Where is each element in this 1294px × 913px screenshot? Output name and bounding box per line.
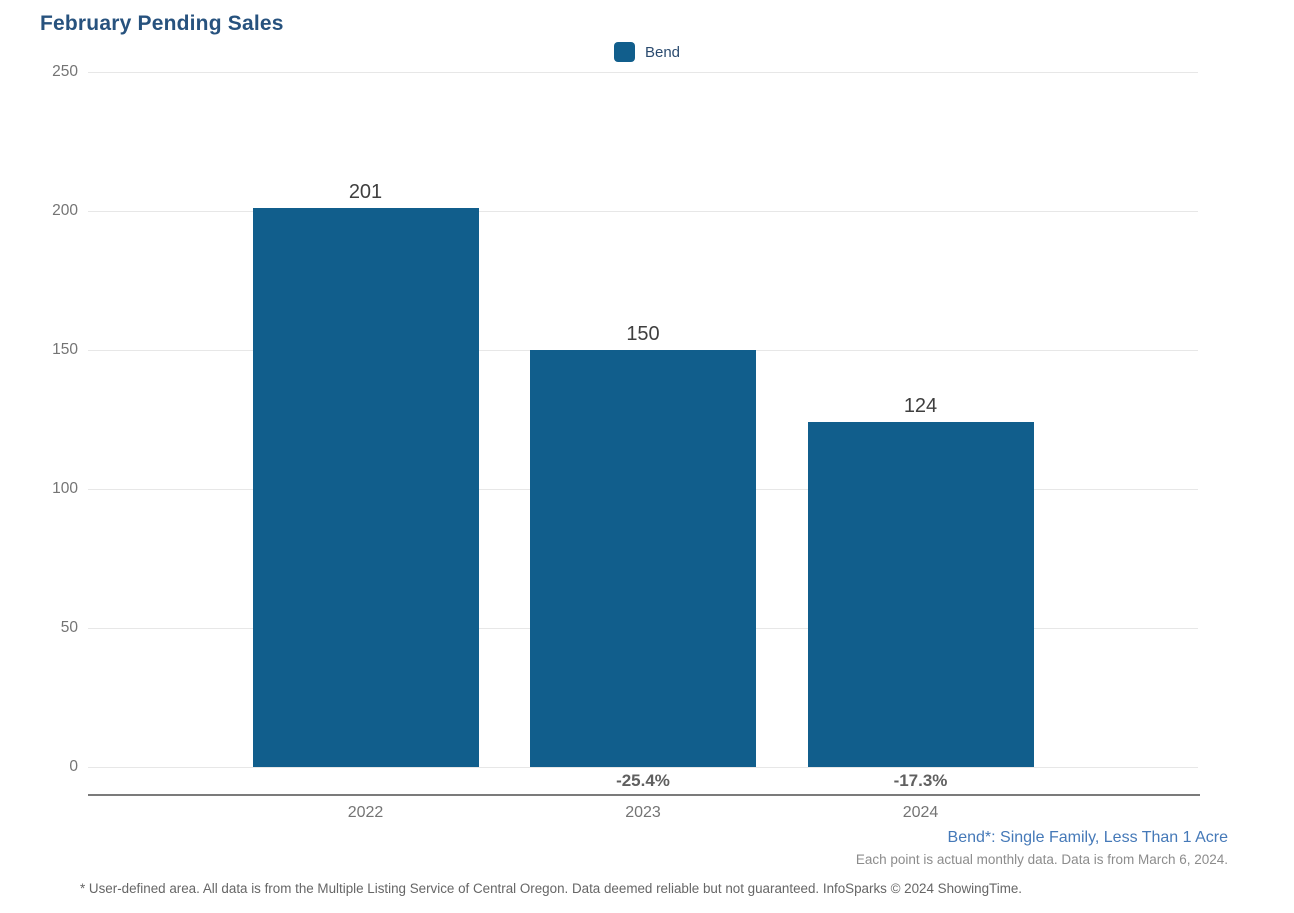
y-tick-label-0: 0 [69, 758, 78, 775]
x-tick-label-2023: 2023 [625, 804, 661, 821]
chart-notes: Bend*: Single Family, Less Than 1 Acre E… [856, 827, 1228, 872]
legend-swatch-bend[interactable] [613, 42, 635, 62]
bar-value-label-2024: 124 [903, 395, 938, 418]
gridline-y-0 [88, 766, 1198, 768]
gridline-y-250 [88, 71, 1198, 73]
bar-value-label-2023: 150 [626, 323, 660, 345]
plot-area: 250 200 150 100 50 0 201 2022 150 -25.4% 2023 124 -1… [52, 63, 1200, 821]
x-tick-label-2022: 2022 [347, 804, 384, 821]
y-tick-label-150: 150 [52, 341, 78, 358]
bar-2022[interactable] [252, 208, 479, 767]
y-tick-label-200: 200 [52, 202, 78, 219]
bar-2024[interactable] [807, 422, 1034, 767]
y-tick-label-50: 50 [60, 619, 78, 636]
legend-label-bend[interactable]: Bend [644, 43, 681, 61]
x-tick-label-2024: 2024 [902, 804, 939, 821]
pct-change-label-2023: -25.4% [616, 771, 670, 790]
y-tick-label-250: 250 [52, 63, 78, 80]
bar-2023[interactable] [530, 350, 756, 767]
chart-title: February Pending Sales [40, 12, 284, 35]
legend: Bend [0, 42, 1294, 62]
gridline-y-200 [88, 210, 1198, 212]
y-tick-label-100: 100 [52, 480, 78, 497]
series-definition-note: Bend*: Single Family, Less Than 1 Acre [947, 829, 1228, 846]
disclaimer-footer: * User-defined area. All data is from th… [80, 881, 1023, 896]
data-source-note: Each point is actual monthly data. Data … [855, 852, 1228, 867]
pct-change-label-2024: -17.3% [893, 771, 948, 790]
bar-value-label-2022: 201 [348, 181, 383, 204]
x-axis-line [88, 794, 1200, 796]
